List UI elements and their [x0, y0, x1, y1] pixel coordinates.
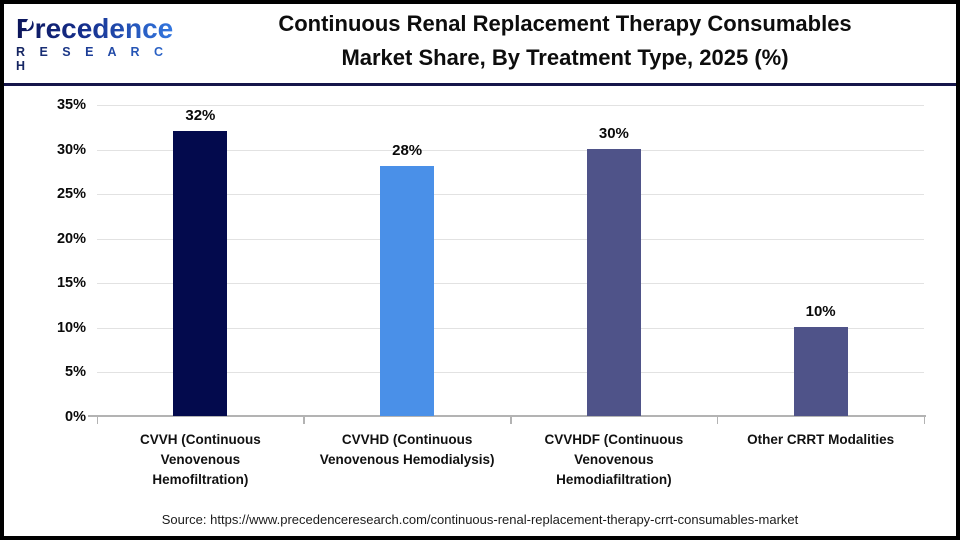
- y-axis-tick-label: 0%: [65, 409, 86, 425]
- x-axis-tick: [96, 417, 98, 424]
- gridline: [97, 194, 924, 196]
- gridline: [97, 238, 924, 240]
- chart-title-line2: Market Share, By Treatment Type, 2025 (%…: [341, 45, 789, 70]
- y-axis-tick-label: 20%: [56, 230, 86, 247]
- x-axis-category-label: CVVH (Continuous Venovenous Hemofiltrati…: [140, 432, 261, 487]
- gridline: [97, 105, 924, 106]
- header: Precedence R E S E A R C H Continuous Re…: [0, 0, 960, 83]
- chart-title: Continuous Renal Replacement Therapy Con…: [185, 7, 945, 75]
- logo-research-label: R E S E A R C H: [16, 45, 186, 73]
- y-axis-tick: [88, 415, 95, 417]
- leaf-icon: [25, 17, 33, 31]
- bar-value-label: 30%: [598, 124, 629, 142]
- bar-value-label: 28%: [392, 142, 423, 160]
- logo-wordmark: Precedence: [16, 13, 174, 44]
- y-axis-tick-label: 30%: [56, 141, 86, 158]
- y-axis-tick-label: 15%: [56, 275, 86, 292]
- x-axis-category-label: Other CRRT Modalities: [747, 432, 895, 447]
- chart-title-line1: Continuous Renal Replacement Therapy Con…: [278, 11, 852, 36]
- bar: [173, 130, 228, 416]
- y-axis-tick-label: 10%: [56, 319, 86, 336]
- gridline: [97, 149, 924, 151]
- header-divider: [0, 83, 960, 86]
- x-axis-tick: [716, 417, 719, 424]
- bar-value-label: 32%: [185, 106, 216, 124]
- x-axis-line: [95, 415, 926, 417]
- x-axis-category-label: CVVHDF (Continuous Venovenous Hemodiafil…: [544, 432, 684, 487]
- y-axis-tick-label: 35%: [56, 97, 86, 113]
- bar-value-label: 10%: [805, 302, 836, 320]
- x-axis-tick: [510, 417, 512, 424]
- bar: [586, 148, 641, 416]
- source-text: Source: https://www.precedenceresearch.c…: [161, 512, 799, 527]
- y-axis-tick-label: 5%: [65, 364, 86, 381]
- bar: [793, 326, 848, 416]
- y-axis-tick-label: 25%: [56, 186, 86, 203]
- x-axis-category-label: CVVHD (Continuous Venovenous Hemodialysi…: [319, 432, 495, 467]
- x-axis-tick: [923, 417, 925, 424]
- x-axis-tick: [303, 417, 305, 424]
- gridline: [97, 372, 924, 374]
- precedence-research-logo: Precedence R E S E A R C H: [16, 13, 186, 74]
- bar: [380, 166, 435, 416]
- gridline: [97, 327, 924, 329]
- gridline: [97, 283, 924, 285]
